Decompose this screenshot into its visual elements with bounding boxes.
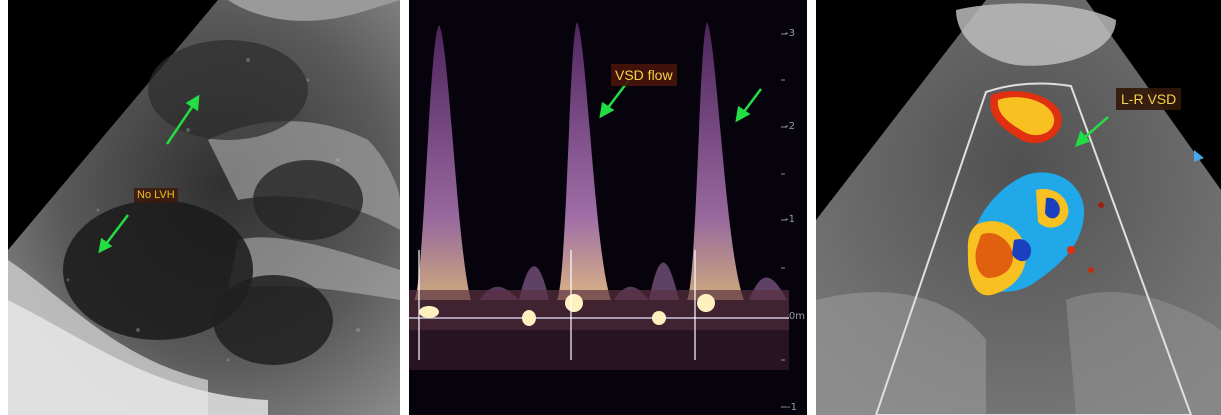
scale-tick: -1 (785, 214, 795, 225)
no-lvh-label: No LVH (134, 188, 178, 203)
color-flow-jet (967, 91, 1104, 296)
arrow-icon (1074, 116, 1109, 148)
triangle-marker-icon (1194, 150, 1204, 162)
scale-tick: -3 (785, 28, 795, 39)
l-r-vsd-label: L-R VSD (1116, 88, 1182, 110)
arrow-icon (735, 88, 762, 123)
scale-tick: -1 (787, 402, 797, 413)
color-doppler-image (816, 0, 1221, 415)
echo-image-grayscale (8, 0, 400, 415)
doppler-spectrum (409, 0, 807, 415)
scale-tick: -2 (785, 121, 795, 132)
arrow-icon (165, 94, 200, 145)
echo-panel-left: No LVH (8, 0, 400, 415)
arrow-icon (98, 214, 129, 254)
doppler-panel-middle: VSD flow -3 -2 -1 0m -1 (409, 0, 807, 415)
color-doppler-panel-right: L-R VSD (816, 0, 1221, 415)
scale-tick: 0m (788, 311, 805, 322)
vsd-flow-label: VSD flow (611, 64, 677, 86)
